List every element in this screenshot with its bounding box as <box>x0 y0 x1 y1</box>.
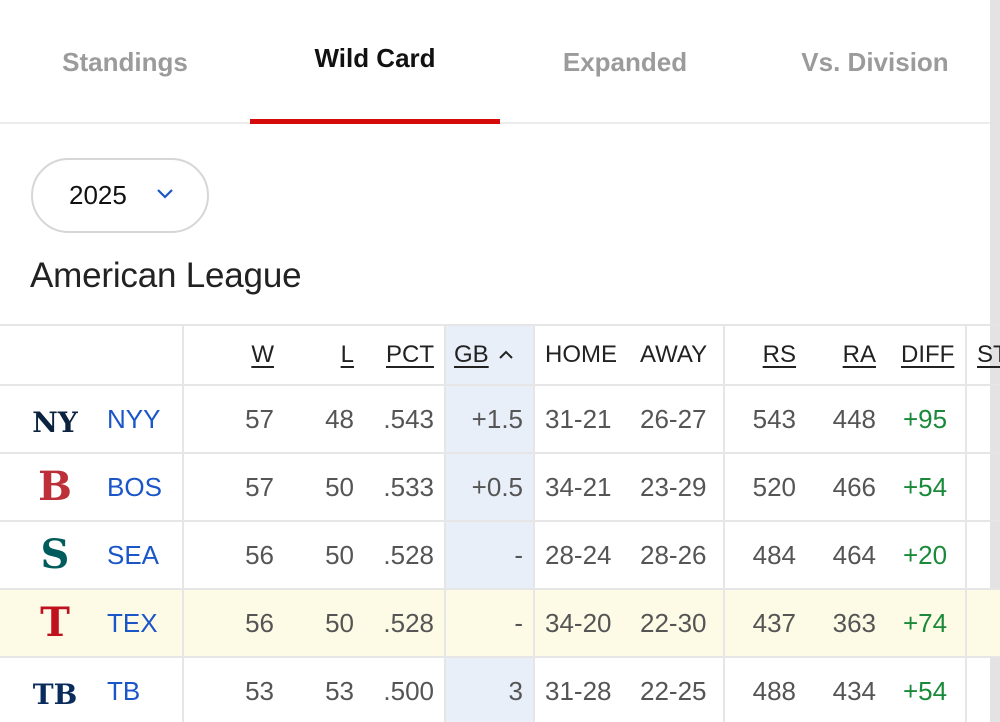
runs-scored-cell: 437 <box>752 607 796 638</box>
column-divider <box>965 324 967 722</box>
wins-cell: 57 <box>245 471 274 502</box>
team-logo-icon: B <box>25 454 85 520</box>
home-record-cell: 34-20 <box>545 607 612 638</box>
table-row: B BOS 57 50 .533 +0.5 34-21 23-29 520 466 +54 <box>0 452 1000 520</box>
season-year-value: 2025 <box>69 180 127 210</box>
runs-allowed-cell: 448 <box>832 403 876 434</box>
team-name-link[interactable]: BOS <box>107 471 162 502</box>
losses-cell: 48 <box>325 403 354 434</box>
losses-cell: 50 <box>325 539 354 570</box>
games-back-cell: - <box>514 539 523 570</box>
run-diff-cell: +74 <box>903 607 948 638</box>
column-header-pct[interactable]: PCT <box>386 341 434 368</box>
team-name-link[interactable]: NYY <box>107 403 161 434</box>
table-row: T TEX 56 50 .528 -34-20 22-30 437 363 +74 <box>0 588 1000 656</box>
table-row: TB TB 53 53 .500 3 31-28 22-25 488 434 +54 <box>0 656 1000 722</box>
league-title: American League <box>30 256 302 295</box>
runs-scored-cell: 520 <box>752 471 796 502</box>
table-row: NY NYY 57 48 .543 +1.5 31-21 26-27 543 448 +95 <box>0 384 1000 452</box>
run-diff-cell: +20 <box>903 539 948 570</box>
run-diff-cell: +54 <box>903 675 948 706</box>
column-header-gb-label: GB <box>454 341 489 368</box>
tab-vs-division[interactable]: Vs. Division <box>750 0 1000 124</box>
away-record-cell: 28-26 <box>640 539 707 570</box>
away-record-cell: 22-25 <box>640 675 707 706</box>
home-record-cell: 31-28 <box>545 675 612 706</box>
standings-tabs: Standings Wild Card Expanded Vs. Divisio… <box>0 0 990 124</box>
team-logo-icon: TB <box>25 658 85 722</box>
svg-text:S: S <box>41 531 70 578</box>
column-header-runs-scored[interactable]: RS <box>762 341 796 368</box>
losses-cell: 50 <box>325 607 354 638</box>
wins-cell: 57 <box>245 403 274 434</box>
tab-label: Standings <box>62 46 188 77</box>
column-header-losses[interactable]: L <box>340 341 354 368</box>
games-back-cell: - <box>514 607 523 638</box>
games-back-cell: +1.5 <box>471 403 523 434</box>
tab-standings[interactable]: Standings <box>0 0 250 124</box>
scrollbar[interactable] <box>990 0 1000 722</box>
chevron-down-icon <box>157 189 173 199</box>
tab-label: Wild Card <box>314 42 436 73</box>
tab-label: Expanded <box>562 46 688 77</box>
games-back-cell: +0.5 <box>471 471 523 502</box>
home-record-cell: 28-24 <box>545 539 612 570</box>
runs-allowed-cell: 464 <box>832 539 876 570</box>
tab-label: Vs. Division <box>801 46 949 77</box>
table-header-row: W L PCT GB HOME AWAY RS RA DIFF ST <box>0 324 1000 384</box>
losses-cell: 50 <box>325 471 354 502</box>
team-logo-icon: T <box>25 590 85 656</box>
table-row: S SEA 56 50 .528 -28-24 28-26 484 464 +20 <box>0 520 1000 588</box>
team-logo-icon: S <box>25 522 85 588</box>
wins-cell: 56 <box>245 539 274 570</box>
pct-cell: .528 <box>383 607 434 638</box>
runs-scored-cell: 543 <box>752 403 796 434</box>
away-record-cell: 22-30 <box>640 607 707 638</box>
column-divider <box>533 324 535 722</box>
column-header-runs-allowed[interactable]: RA <box>842 341 876 368</box>
pct-cell: .543 <box>383 403 434 434</box>
runs-scored-cell: 488 <box>752 675 796 706</box>
tab-expanded[interactable]: Expanded <box>500 0 750 124</box>
losses-cell: 53 <box>325 675 354 706</box>
pct-cell: .533 <box>383 471 434 502</box>
games-back-cell: 3 <box>508 675 523 706</box>
column-header-streak[interactable]: ST <box>977 341 1000 368</box>
svg-text:TB: TB <box>33 678 78 711</box>
wins-cell: 53 <box>245 675 274 706</box>
runs-allowed-cell: 434 <box>832 675 876 706</box>
svg-text:B: B <box>38 463 72 510</box>
column-divider <box>444 324 446 722</box>
runs-scored-cell: 484 <box>752 539 796 570</box>
team-name-link[interactable]: TEX <box>107 607 158 638</box>
team-name-link[interactable]: SEA <box>107 539 160 570</box>
column-header-home: HOME <box>545 341 617 368</box>
column-divider <box>182 324 184 722</box>
column-header-gb[interactable]: GB <box>454 326 530 384</box>
season-year-select[interactable]: 2025 <box>31 158 209 233</box>
column-header-away: AWAY <box>640 341 708 368</box>
home-record-cell: 34-21 <box>545 471 612 502</box>
column-header-wins[interactable]: W <box>251 341 274 368</box>
run-diff-cell: +54 <box>903 471 948 502</box>
home-record-cell: 31-21 <box>545 403 612 434</box>
tab-wild-card[interactable]: Wild Card <box>250 0 500 124</box>
runs-allowed-cell: 466 <box>832 471 876 502</box>
column-divider <box>723 324 725 722</box>
runs-allowed-cell: 363 <box>832 607 876 638</box>
wins-cell: 56 <box>245 607 274 638</box>
pct-cell: .500 <box>383 675 434 706</box>
away-record-cell: 26-27 <box>640 403 707 434</box>
pct-cell: .528 <box>383 539 434 570</box>
team-name-link[interactable]: TB <box>107 675 141 706</box>
column-header-diff[interactable]: DIFF <box>901 341 955 368</box>
sort-ascending-icon <box>498 350 513 359</box>
run-diff-cell: +95 <box>903 403 948 434</box>
active-tab-indicator <box>250 119 500 124</box>
team-logo-icon: NY <box>25 386 85 452</box>
away-record-cell: 23-29 <box>640 471 707 502</box>
svg-text:NY: NY <box>32 406 79 439</box>
svg-text:T: T <box>40 599 70 646</box>
